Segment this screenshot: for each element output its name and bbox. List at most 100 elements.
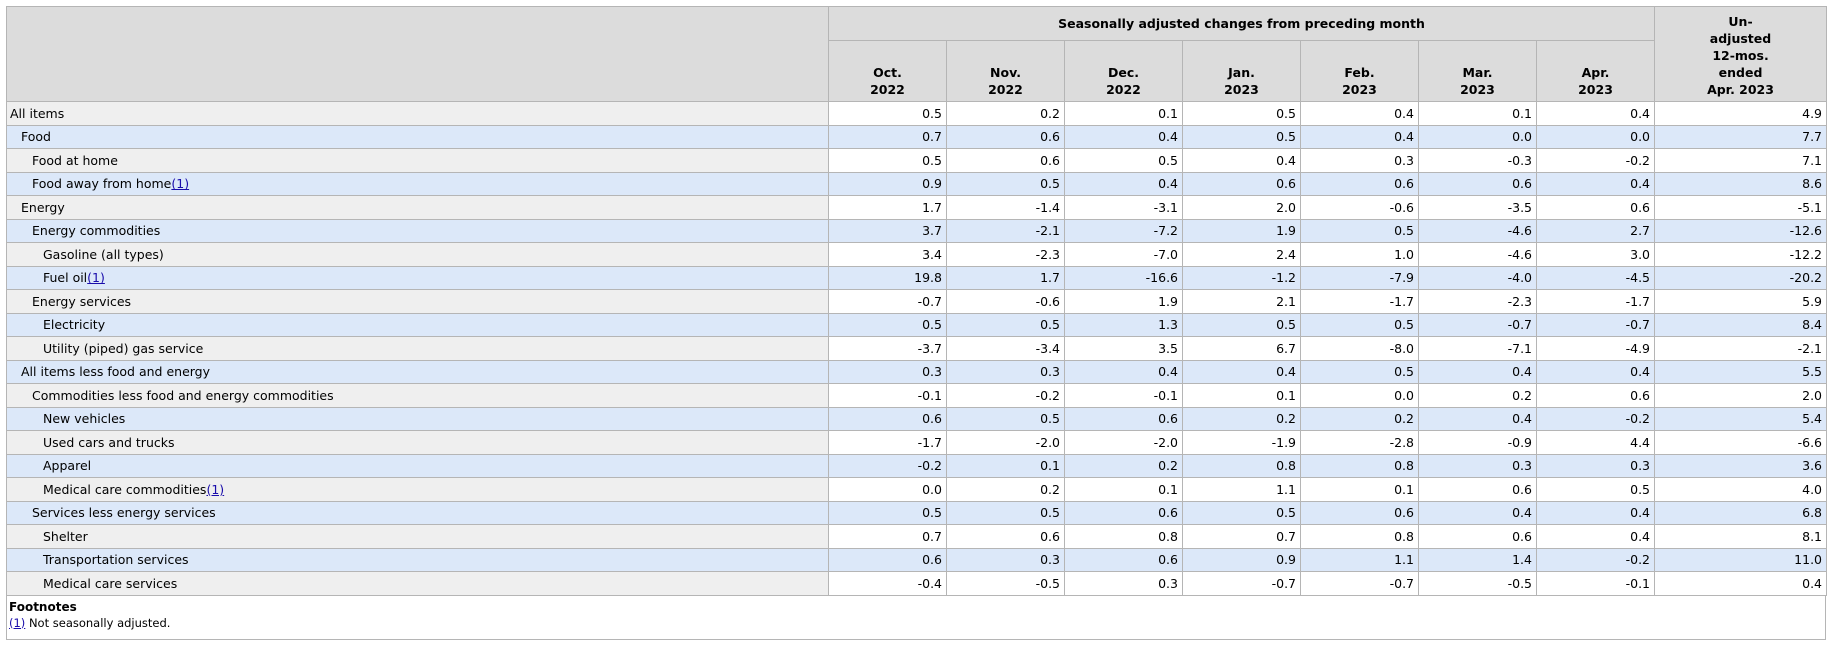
value-cell: 0.1 (1182, 383, 1301, 408)
value-cell: 2.0 (1654, 383, 1828, 408)
row-label-cell: Energy commodities (6, 218, 829, 243)
value-cell: 0.4 (1535, 359, 1656, 384)
table-row: Shelter 0.7 0.6 0.8 0.7 0.8 0.6 0.4 8.1 (6, 524, 1828, 549)
value-cell: 3.0 (1535, 242, 1656, 267)
footnotes: Footnotes (1) Not seasonally adjusted. (6, 595, 1826, 640)
value-cell: 0.5 (946, 500, 1065, 525)
value-cell: 11.0 (1654, 547, 1828, 572)
value-cell: -7.2 (1064, 218, 1183, 243)
header-month: Apr. (1581, 65, 1610, 80)
value-cell: 1.7 (828, 195, 947, 220)
value-cell: 0.5 (1535, 477, 1656, 502)
value-cell: 0.4 (1300, 124, 1419, 149)
row-label: Transportation services (43, 552, 189, 568)
value-cell: 0.4 (1418, 406, 1537, 431)
header-year: 2023 (1460, 82, 1495, 97)
value-cell: -2.1 (946, 218, 1065, 243)
value-cell: -4.0 (1418, 265, 1537, 290)
row-label-cell: Commodities less food and energy commodi… (6, 383, 829, 408)
table-row: Electricity 0.5 0.5 1.3 0.5 0.5 -0.7 -0.7 8.4 (6, 312, 1828, 337)
value-cell: 0.4 (1535, 500, 1656, 525)
value-cell: 3.6 (1654, 453, 1828, 478)
value-cell: 0.5 (1182, 101, 1301, 126)
row-label: Commodities less food and energy commodi… (32, 387, 334, 403)
value-cell: -0.7 (1182, 571, 1301, 596)
value-cell: 7.7 (1654, 124, 1828, 149)
row-label-cell: New vehicles (6, 406, 829, 431)
value-cell: 1.3 (1064, 312, 1183, 337)
footnote-link[interactable]: (1) (206, 481, 225, 497)
value-cell: 5.9 (1654, 289, 1828, 314)
row-label: Medical care commodities (43, 481, 207, 497)
value-cell: 0.1 (1300, 477, 1419, 502)
table-row: Energy 1.7 -1.4 -3.1 2.0 -0.6 -3.5 0.6 -5.1 (6, 195, 1828, 220)
footnote-link[interactable]: (1) (171, 176, 190, 192)
value-cell: 0.8 (1300, 453, 1419, 478)
value-cell: -2.0 (946, 430, 1065, 455)
row-label: Energy (21, 199, 65, 215)
row-label-cell: Food away from home(1) (6, 171, 829, 196)
value-cell: -0.2 (1535, 547, 1656, 572)
value-cell: 1.1 (1300, 547, 1419, 572)
table-row: All items less food and energy 0.3 0.3 0.4 0… (6, 359, 1828, 384)
footnote-link[interactable]: (1) (87, 270, 105, 286)
row-label-cell: Shelter (6, 524, 829, 549)
value-cell: -16.6 (1064, 265, 1183, 290)
row-label: Food (21, 129, 51, 145)
value-cell: 0.0 (828, 477, 947, 502)
value-cell: 0.4 (1064, 359, 1183, 384)
value-cell: -4.5 (1535, 265, 1656, 290)
value-cell: -0.7 (1300, 571, 1419, 596)
value-cell: 0.6 (828, 406, 947, 431)
value-cell: 1.4 (1418, 547, 1537, 572)
last-column-header: Un-adjusted 12-mos. ended Apr. 2023 (1654, 6, 1828, 102)
value-cell: 2.1 (1182, 289, 1301, 314)
table-row: All items 0.5 0.2 0.1 0.5 0.4 0.1 0.4 4.9 (6, 101, 1828, 126)
value-cell: 0.6 (1535, 195, 1656, 220)
table-row: Food away from home(1) 0.9 0.5 0.4 0.6 0.6 0.6… (6, 171, 1828, 196)
value-cell: 0.4 (1182, 359, 1301, 384)
table-row: Apparel -0.2 0.1 0.2 0.8 0.8 0.3 0.3 3.6 (6, 453, 1828, 478)
row-label: Fuel oil (43, 270, 88, 286)
row-label: Energy services (32, 293, 132, 309)
row-label-cell: Used cars and trucks (6, 430, 829, 455)
table-row: Energy commodities 3.7 -2.1 -7.2 1.9 0.5 -4.6 2… (6, 218, 1828, 243)
value-cell: 19.8 (828, 265, 947, 290)
header-line: Apr. 2023 (1707, 82, 1774, 97)
value-cell: -0.4 (828, 571, 947, 596)
header-line: adjusted (1709, 31, 1772, 46)
row-label: Used cars and trucks (43, 434, 175, 450)
value-cell: -0.9 (1418, 430, 1537, 455)
value-cell: -2.8 (1300, 430, 1419, 455)
value-cell: 0.8 (1064, 524, 1183, 549)
row-label-cell: Services less energy services (6, 500, 829, 525)
row-label: Food at home (32, 152, 118, 168)
row-label-cell: Transportation services (6, 547, 829, 572)
value-cell: -0.1 (1535, 571, 1656, 596)
value-cell: -7.9 (1300, 265, 1419, 290)
value-cell: 0.5 (1300, 218, 1419, 243)
table-container: Seasonally adjusted changes from precedi… (6, 6, 1828, 640)
value-cell: 0.5 (1300, 359, 1419, 384)
value-cell: -0.7 (1535, 312, 1656, 337)
value-cell: 5.5 (1654, 359, 1828, 384)
footnote-ref[interactable]: (1) (9, 615, 26, 630)
value-cell: 5.4 (1654, 406, 1828, 431)
value-cell: 0.6 (1300, 171, 1419, 196)
value-cell: -3.7 (828, 336, 947, 361)
value-cell: 0.5 (1064, 148, 1183, 173)
value-cell: 0.6 (946, 524, 1065, 549)
column-header: Apr. 2023 (1535, 40, 1656, 102)
value-cell: 6.7 (1182, 336, 1301, 361)
value-cell: 7.1 (1654, 148, 1828, 173)
value-cell: 0.6 (1064, 406, 1183, 431)
row-label: New vehicles (43, 411, 126, 427)
table-row: Medical care services -0.4 -0.5 0.3 -0.7 -0.7… (6, 571, 1828, 596)
footnotes-title: Footnotes (9, 599, 77, 614)
value-cell: 0.7 (1182, 524, 1301, 549)
value-cell: 3.4 (828, 242, 947, 267)
value-cell: 0.3 (1300, 148, 1419, 173)
value-cell: 0.4 (1418, 500, 1537, 525)
header-year: 2022 (988, 82, 1023, 97)
table-row: Gasoline (all types) 3.4 -2.3 -7.0 2.4 1.0 -4.… (6, 242, 1828, 267)
